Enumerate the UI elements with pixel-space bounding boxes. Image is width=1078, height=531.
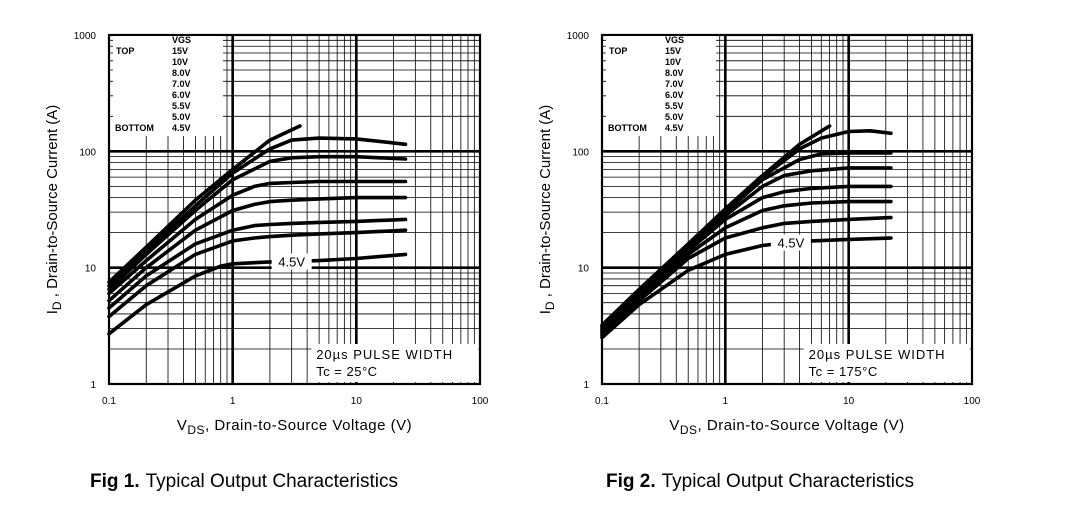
series-line: [600, 236, 893, 340]
legend-entry: 15V: [172, 46, 188, 56]
x-axis-label-sub: DS: [187, 423, 205, 437]
legend-entry: 6.0V: [172, 90, 191, 100]
series-line: [107, 124, 302, 284]
y-tick-label: 1: [90, 380, 96, 391]
legend-entry: 7.0V: [172, 79, 191, 89]
y-axis-label-rest: , Drain-to-Source Current (A): [44, 105, 61, 302]
y-axis-label: ID , Drain-to-Source Current (A): [44, 105, 64, 315]
x-tick-label: 100: [472, 396, 489, 407]
x-axis-label-rest: , Drain-to-Source Voltage (V): [698, 417, 905, 434]
x-axis-label-main: V: [177, 417, 188, 434]
x-axis-label: VDS, Drain-to-Source Voltage (V): [177, 417, 412, 437]
legend-entry: 6.0V: [665, 90, 684, 100]
legend-entry: 4.5V: [665, 123, 684, 133]
legend-header: VGS: [172, 35, 191, 45]
series-line: [107, 195, 408, 303]
x-axis-label: VDS, Drain-to-Source Voltage (V): [669, 417, 904, 437]
annotation-background: [271, 253, 312, 270]
curve-annotation: 4.5V: [778, 235, 805, 250]
legend-entry: 8.0V: [665, 68, 684, 78]
series-line: [600, 215, 893, 338]
x-tick-label: 0.1: [595, 396, 609, 407]
series-line: [107, 154, 408, 292]
figure-2-caption-text: Typical Output Characteristics: [661, 471, 914, 492]
figure-2-label: Fig 2.: [606, 471, 656, 492]
note-line-1: 20µs PULSE WIDTH: [316, 347, 453, 362]
legend-bottom-label: BOTTOM: [115, 123, 154, 133]
figure-1-caption-text: Typical Output Characteristics: [145, 471, 398, 492]
x-tick-label: 0.1: [102, 396, 116, 407]
legend-entry: 7.0V: [665, 79, 684, 89]
series-line: [107, 217, 408, 310]
legend-background: [606, 36, 716, 136]
x-tick-label: 10: [843, 396, 855, 407]
series-group: [600, 124, 893, 340]
legend-bottom-label: BOTTOM: [608, 123, 647, 133]
legend-entry: 5.5V: [172, 101, 191, 111]
series-line: [600, 184, 893, 334]
note-line-2: Tc = 25°C: [316, 364, 377, 379]
y-tick-label: 100: [572, 147, 589, 158]
y-axis-label-sub: D: [50, 301, 64, 310]
legend-entry: 10V: [172, 57, 188, 67]
legend-header: VGS: [665, 35, 684, 45]
x-axis-label-sub: DS: [680, 423, 698, 437]
x-axis-label-rest: , Drain-to-Source Voltage (V): [205, 417, 412, 434]
note-background: [803, 344, 970, 382]
y-axis-label-sub: D: [543, 301, 557, 310]
y-axis-label-main: I: [537, 310, 554, 314]
series-line: [600, 199, 893, 336]
y-axis-label-main: I: [44, 310, 61, 314]
legend-entry: 4.5V: [172, 123, 191, 133]
series-group: [107, 124, 408, 336]
series-line: [107, 179, 408, 296]
legend-top-label: TOP: [116, 46, 134, 56]
plot-frame: [600, 33, 974, 386]
figure-1-caption: Fig 1. Typical Output Characteristics: [90, 471, 398, 493]
legend-entry: 5.0V: [172, 112, 191, 122]
note-line-2: Tc = 175°C: [809, 364, 878, 379]
x-axis-label-main: V: [669, 417, 680, 434]
y-tick-label: 1000: [567, 31, 590, 42]
legend-entry: 8.0V: [172, 68, 191, 78]
x-tick-label: 1: [230, 396, 236, 407]
y-tick-label: 1000: [74, 31, 97, 42]
legend-background: [113, 36, 223, 136]
series-line: [107, 228, 408, 319]
note-background: [311, 344, 478, 382]
legend-entry: 15V: [665, 46, 681, 56]
y-tick-label: 1: [583, 380, 589, 391]
x-tick-label: 1: [723, 396, 729, 407]
y-axis-label: ID , Drain-to-Source Current (A): [537, 105, 557, 315]
series-line: [107, 252, 408, 336]
figure-2-caption: Fig 2. Typical Output Characteristics: [606, 471, 914, 493]
annotation-background: [770, 234, 811, 251]
x-tick-label: 100: [964, 396, 981, 407]
y-tick-label: 100: [79, 147, 96, 158]
note-line-1: 20µs PULSE WIDTH: [809, 347, 946, 362]
y-tick-label: 10: [578, 264, 590, 275]
y-axis-label-rest: , Drain-to-Source Current (A): [537, 105, 554, 302]
figure-1-label: Fig 1.: [90, 471, 140, 492]
legend-entry: 5.0V: [665, 112, 684, 122]
x-tick-label: 10: [351, 396, 363, 407]
series-line: [107, 136, 408, 288]
plot-frame: [107, 33, 482, 386]
y-tick-label: 10: [85, 264, 97, 275]
legend-entry: 5.5V: [665, 101, 684, 111]
legend-entry: 10V: [665, 57, 681, 67]
legend-top-label: TOP: [609, 46, 627, 56]
curve-annotation: 4.5V: [278, 254, 305, 269]
